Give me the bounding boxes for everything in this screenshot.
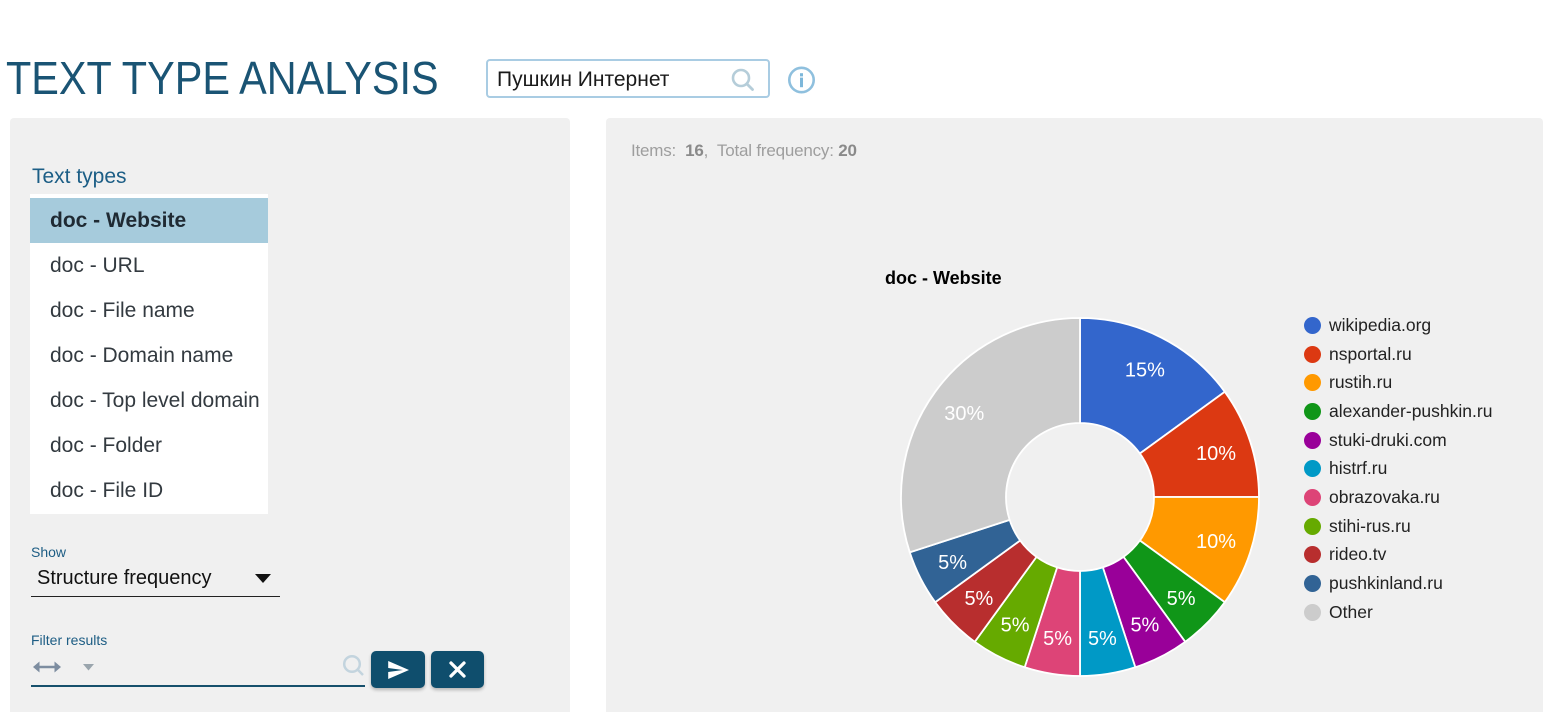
svg-text:5%: 5%	[1088, 628, 1117, 650]
svg-text:30%: 30%	[944, 403, 984, 425]
svg-text:5%: 5%	[1043, 628, 1072, 650]
svg-text:5%: 5%	[964, 588, 993, 610]
svg-text:5%: 5%	[1130, 614, 1159, 636]
svg-text:10%: 10%	[1196, 443, 1236, 465]
svg-text:5%: 5%	[1001, 614, 1030, 636]
svg-text:5%: 5%	[938, 552, 967, 574]
svg-text:5%: 5%	[1167, 588, 1196, 610]
svg-text:15%: 15%	[1125, 360, 1165, 382]
svg-text:10%: 10%	[1196, 531, 1236, 553]
